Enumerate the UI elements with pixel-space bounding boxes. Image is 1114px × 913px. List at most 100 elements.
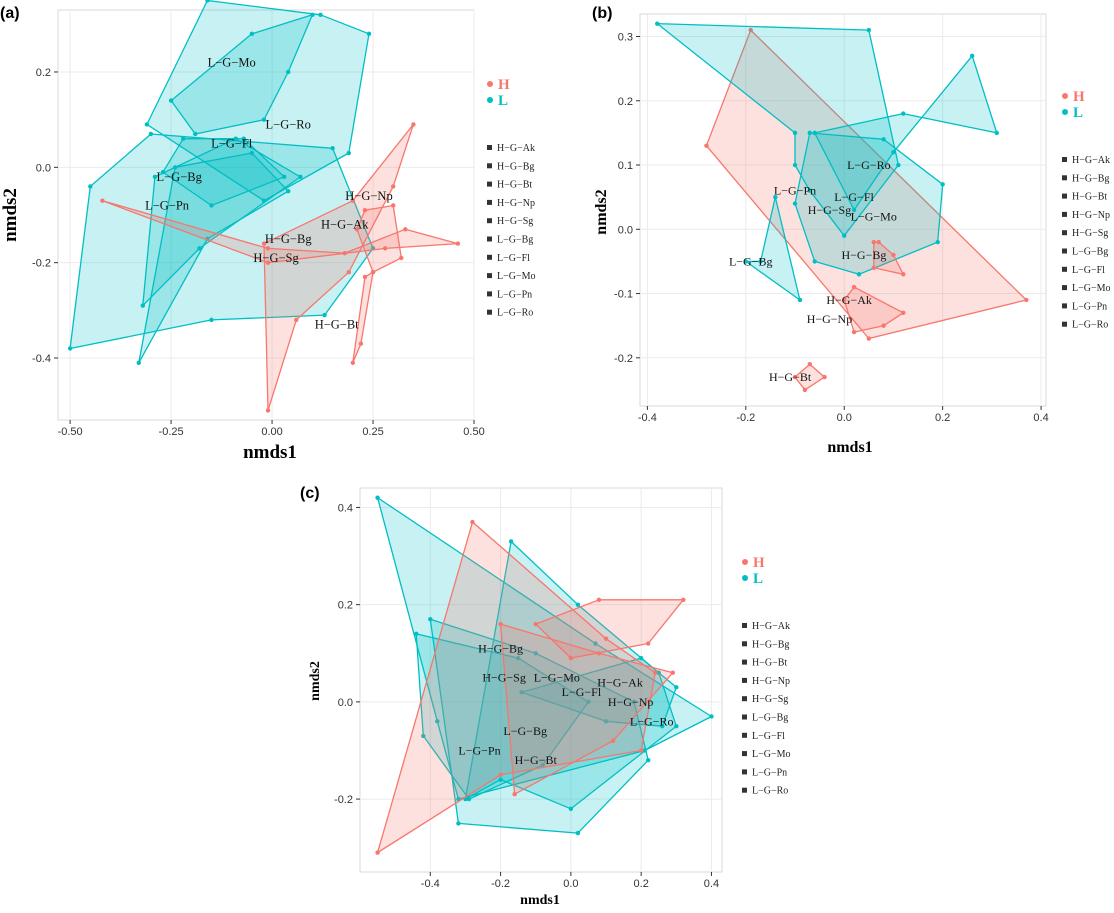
legend-label-H: H [753,555,765,571]
y-tick-label: -0.4 [32,353,51,365]
y-tick-label: 0.2 [338,600,353,612]
hull-vertex [935,239,940,245]
legend-shape-label: L−G−Bg [1072,247,1108,258]
hull-vertex [575,830,581,836]
hull-vertex [807,188,812,193]
legend-shape-marker [1062,266,1067,272]
y-tick-label: 0.0 [36,162,51,174]
group-label: L−G−Ro [266,117,311,131]
legend-shape-marker [1062,193,1067,199]
y-tick-label: -0.2 [614,353,633,365]
group-label: L−G−Mo [851,209,897,223]
hull-vertex [67,346,73,351]
hull-vertex [876,239,881,245]
hull-vertex [399,255,404,261]
legend-swatch-L [487,97,493,103]
group-label: H−G−Ak [597,675,643,689]
hull-vertex [261,117,267,122]
hull-vertex [294,317,299,323]
legend-shape-label: L−G−Bg [752,713,788,724]
legend-shape-label: L−G−Fl [497,253,530,264]
hull-vertex [205,0,210,3]
hull-vertex [265,408,271,413]
hull-vertex [391,184,396,189]
x-tick-label: 0.4 [1033,412,1048,424]
hull-vertex [286,188,291,194]
hull-vertex [896,162,901,168]
group-label: L−G−Fl [562,685,602,699]
hull-vertex [265,246,271,251]
x-tick-label: 0.25 [362,426,383,438]
group-label: L−G−Pn [774,184,816,198]
y-tick-label: 0.4 [338,502,353,514]
legend-shape-marker [742,751,747,757]
hull-vertex [792,130,798,136]
hull-vertex [403,227,408,232]
hull-vertex [346,150,351,156]
legend-shape-label: L−G−Ro [752,786,788,797]
group-label: H−G−Ak [826,293,872,307]
legend: HL H−G−Ak H−G−Bg H−G−Bt H−G−Np H−G−Sg L−G−Bg L−… [487,77,536,319]
x-tick-label: -0.2 [491,878,510,890]
hull-vertex [866,336,872,341]
hull-vertex [470,519,475,525]
legend-shape-label: H−G−Bg [752,639,789,650]
legend-shape-marker [742,769,747,775]
hull-vertex [249,31,255,37]
hull-vertex [375,850,380,855]
hull-vertex [391,203,396,208]
hull-vertex [209,317,214,323]
hull-vertex [871,265,876,271]
group-label: H−G−Sg [253,251,299,265]
group-label: H−G−Bt [515,753,558,767]
legend-shape-marker [487,163,492,169]
legend-shape-label: L−G−Fl [752,731,785,742]
hull-vertex [193,131,198,137]
legend-shape-label: H−G−Sg [752,694,788,705]
legend-shape-marker [1062,211,1067,217]
panel-letter: (a) [0,5,20,22]
legend-shape-marker [742,696,747,702]
legend-shape-label: H−G−Np [752,676,790,687]
hull-vertex [773,194,778,200]
legend-label-L: L [1073,105,1083,121]
hull-vertex [144,122,150,127]
legend-shape-label: H−G−Ak [752,621,790,632]
hull-vertex [148,131,154,137]
hull-vertex [851,284,857,290]
hull-vertex [822,374,827,380]
group-label: L−G−Mo [208,55,256,69]
hull-vertex [354,227,360,232]
hull-vertex [802,387,808,393]
legend-shape-label: H−G−Ak [497,143,535,154]
y-tick-label: 0.2 [36,67,51,79]
hull-vertex [540,762,545,768]
hull-vertex [586,699,591,705]
hull-vertex [411,122,416,127]
hull-vertex [638,655,644,661]
legend-shape-label: H−G−Bt [497,180,532,191]
group-label: L−G−Pn [458,743,500,757]
group-labels: L−G−Ro L−G−Pn L−G−FlH−G−Sg L−G−Mo H−G−Bg L−G−… [729,158,897,384]
hull-vertex [181,136,186,141]
legend-shape-marker [1062,321,1067,327]
hull-vertex [366,31,372,37]
y-axis-title: nmds2 [593,189,610,234]
legend-swatch-L [1062,109,1068,115]
group-label: H−G−Np [807,312,853,326]
hull-vertex [1024,297,1029,303]
hull-vertex [891,149,896,155]
hull-vertex [660,723,665,729]
legend-label-H: H [1073,89,1085,105]
hull-vertex [362,274,368,280]
hull-vertex [435,719,440,724]
legend-swatch-L [742,575,748,581]
group-label: H−G−Bt [315,318,359,332]
legend-shape-label: L−G−Pn [1072,301,1107,312]
legend-shape-marker [1062,157,1067,162]
hull-vertex [969,53,975,58]
hull-vertex [674,685,679,690]
legend-shape-marker [487,236,492,242]
grid [58,10,475,420]
hull-vertex [346,270,351,275]
